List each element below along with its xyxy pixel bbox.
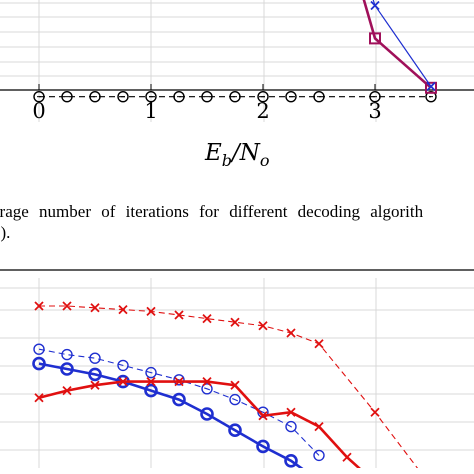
data-point [258, 411, 268, 421]
data-point [229, 393, 241, 406]
series-line-solid-circle-blue [38, 362, 304, 468]
data-point [257, 90, 269, 103]
data-point [369, 90, 381, 103]
data-point [62, 301, 72, 311]
data-point [89, 352, 101, 364]
data-point [34, 301, 44, 311]
data-point [285, 90, 297, 103]
data-point [286, 328, 296, 338]
x-label-sep: /N [230, 140, 261, 166]
bottom-chart [0, 269, 474, 468]
data-point [314, 421, 324, 432]
top-chart-x-axis-label: Eb/No [204, 140, 270, 170]
data-point [174, 310, 184, 320]
top-chart-series [33, 0, 437, 103]
data-point [313, 90, 325, 103]
data-point [200, 407, 214, 421]
data-point [61, 348, 73, 361]
data-point [342, 452, 352, 462]
data-point [117, 359, 129, 372]
data-point [117, 90, 129, 103]
data-point [145, 366, 157, 379]
data-point [174, 376, 184, 387]
data-point [88, 367, 102, 382]
series-line-dashed-cross-red [39, 305, 419, 468]
data-point [285, 420, 297, 433]
x-label-sub2: o [260, 151, 270, 170]
data-point [425, 90, 437, 103]
data-point [173, 90, 185, 103]
data-point [90, 303, 100, 313]
data-point [230, 317, 240, 327]
figure-caption-line-1: erage number of iterations for different… [0, 202, 424, 221]
data-point [370, 0, 380, 11]
data-point [118, 304, 128, 315]
x-label-main: E [204, 140, 222, 166]
data-point [62, 385, 72, 396]
data-point [284, 454, 298, 468]
data-point [172, 392, 186, 407]
top-chart-grid [0, 0, 474, 122]
series-line-solid-square-purple [362, 0, 432, 89]
data-point [90, 380, 100, 390]
data-point [201, 383, 213, 395]
data-point [230, 380, 240, 390]
x-tick-label: 3 [368, 99, 381, 123]
data-point [61, 90, 73, 103]
top-chart: 0 1 2 3 Eb/No [0, 0, 474, 170]
data-point [425, 81, 437, 94]
data-point [369, 32, 381, 45]
svg-text:Eb/No: Eb/No [204, 140, 270, 170]
x-tick-label: 1 [144, 99, 157, 123]
data-point [144, 383, 158, 398]
data-point [89, 90, 101, 103]
data-point [256, 439, 270, 454]
bottom-chart-series [32, 301, 419, 468]
data-point [229, 90, 241, 103]
data-point [33, 343, 45, 355]
data-point [202, 376, 212, 387]
data-point [426, 81, 436, 92]
data-point [146, 306, 156, 317]
data-point [34, 393, 44, 403]
bottom-chart-grid [0, 269, 474, 468]
top-chart-x-ticks: 0 1 2 3 [32, 84, 382, 123]
data-point [314, 339, 324, 349]
series-line-dashed-circle-blue [38, 348, 320, 456]
series-line-solid-cross-red [38, 380, 361, 468]
data-point [118, 376, 128, 387]
data-point [33, 90, 45, 103]
x-tick-label: 0 [32, 99, 45, 123]
data-point [202, 313, 212, 324]
figure-caption-line-2: 6). [0, 223, 11, 242]
data-point [286, 407, 296, 417]
x-tick-label: 2 [256, 99, 269, 123]
data-point [313, 449, 325, 462]
data-point [60, 362, 74, 376]
data-point [145, 90, 157, 103]
data-point [370, 407, 380, 417]
data-point [258, 321, 268, 331]
data-point [173, 374, 185, 386]
data-point [146, 376, 156, 387]
data-point [228, 423, 242, 437]
data-point [201, 90, 213, 103]
data-point [32, 356, 46, 371]
x-label-sub1: b [222, 151, 232, 170]
